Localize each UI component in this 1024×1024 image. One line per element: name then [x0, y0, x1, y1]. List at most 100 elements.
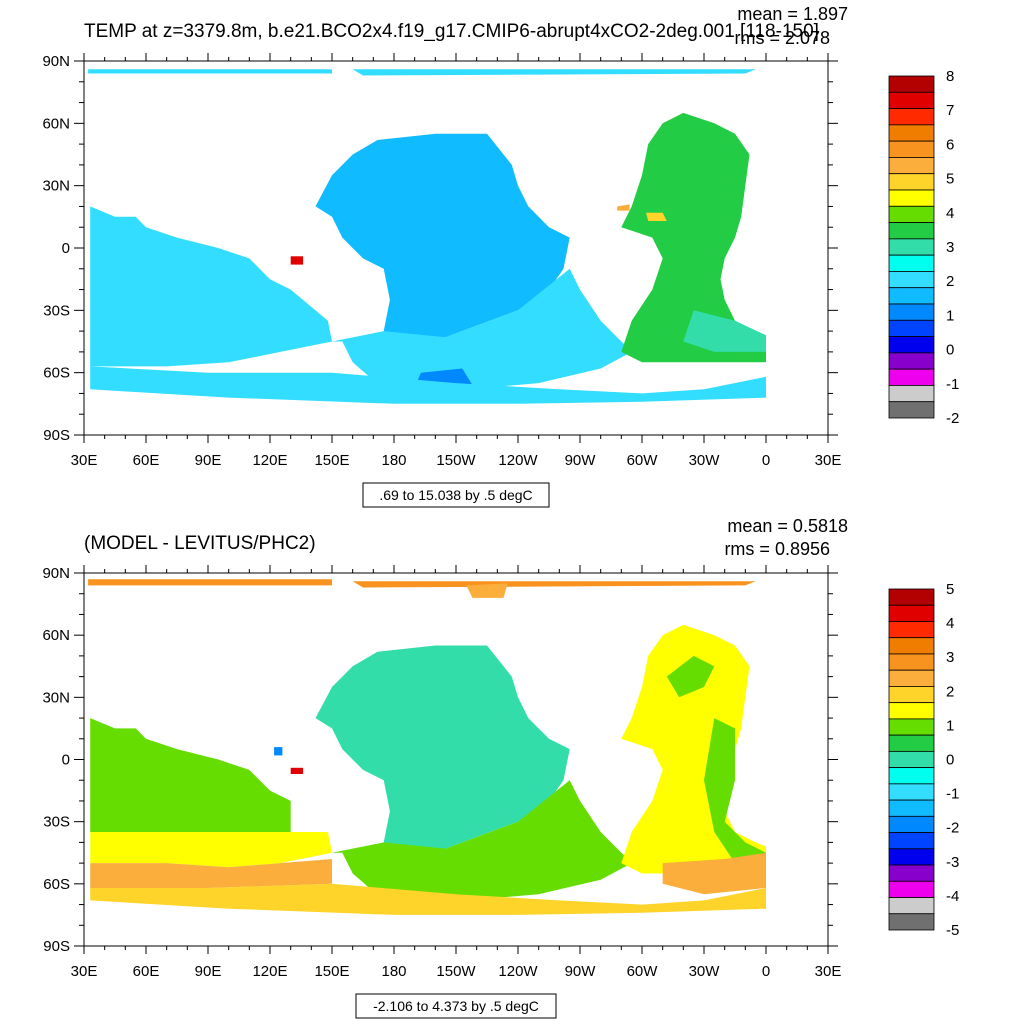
diff-rms: rms = 0.8956	[724, 539, 830, 559]
y-tick-label: 90S	[43, 427, 70, 444]
colorbar-swatch	[888, 222, 935, 240]
colorbar-swatch	[888, 368, 935, 386]
colorbar-swatch	[888, 271, 935, 289]
colorbar-swatch	[888, 75, 935, 93]
x-tick-label: 150W	[436, 963, 476, 980]
region-atlantic-green-2	[704, 718, 766, 874]
colorbar-label: 4	[946, 615, 954, 632]
temp-range-label: .69 to 15.038 by .5 degC	[379, 487, 532, 503]
diff-range-box	[355, 993, 557, 1019]
region-southern-ocean	[90, 859, 332, 888]
y-tick-label: 30S	[43, 302, 70, 319]
colorbar-swatch	[888, 254, 935, 272]
x-tick-label: 150W	[436, 452, 476, 469]
x-tick-label: 60W	[627, 452, 659, 469]
colorbar-swatch	[888, 750, 935, 769]
colorbar-swatch	[888, 124, 935, 142]
x-tick-label: 90W	[565, 963, 597, 980]
colorbar-swatch	[888, 718, 935, 736]
region-north-pacific	[315, 645, 570, 853]
colorbar-swatch	[888, 783, 935, 801]
y-tick-label: 60S	[43, 365, 70, 382]
region-arctic-band	[88, 579, 332, 586]
colorbar-swatch	[888, 767, 935, 785]
colorbar-swatch	[888, 91, 935, 109]
x-tick-label: 90W	[565, 452, 597, 469]
region-indian-ocean	[90, 718, 291, 832]
x-tick-label: 120W	[498, 452, 538, 469]
diff-title: (MODEL - LEVITUS/PHC2)	[84, 533, 316, 554]
diff-map: 30E 60E 90E 120E 150E 180 150W 120W 90W 60W 30W 0 30…	[42, 565, 841, 980]
x-tick-label: 60E	[133, 963, 160, 980]
region-red-spot	[290, 767, 304, 774]
diff-mean: mean = 0.5818	[727, 516, 848, 536]
colorbar-label: 0	[946, 752, 954, 769]
colorbar-swatch	[888, 401, 935, 419]
x-tick-label: 30E	[71, 452, 98, 469]
colorbar-label: 4	[946, 205, 954, 222]
colorbar-swatch	[888, 303, 935, 321]
colorbar-swatch	[888, 140, 935, 158]
diff-panel: (MODEL - LEVITUS/PHC2) mean = 0.5818 rms…	[42, 516, 959, 1019]
y-tick-label: 60S	[43, 876, 70, 893]
region-arctic-patch	[466, 583, 508, 598]
colorbar-swatch	[888, 897, 935, 915]
region-indian-ocean	[90, 206, 332, 367]
x-tick-label: 120E	[252, 452, 287, 469]
region-north-atlantic	[621, 112, 766, 363]
colorbar-swatch	[888, 880, 935, 898]
colorbar-label: 3	[946, 649, 954, 666]
region-southern-ocean-2	[90, 883, 766, 915]
colorbar-label: 3	[946, 239, 954, 256]
colorbar-swatch	[888, 173, 935, 191]
temp-range-box	[362, 482, 550, 508]
temp-colorbar: 8 7 6 5 4 3 2 1 0 -1 -2	[888, 68, 959, 427]
colorbar-label: 8	[946, 68, 954, 85]
y-tick-label: 90N	[42, 53, 70, 70]
diff-colorbar: 5 4 3 2 1 0 -1 -2 -3 -4 -5	[888, 581, 959, 939]
colorbar-swatch	[888, 832, 935, 850]
colorbar-swatch	[888, 686, 935, 704]
region-south-atlantic-cyan	[683, 310, 766, 352]
region-blue-spot	[274, 747, 283, 756]
colorbar-label: 0	[946, 342, 954, 359]
region-south-pacific	[332, 268, 632, 390]
y-tick-label: 0	[62, 240, 70, 257]
region-indian-south-yellow	[90, 832, 332, 868]
x-tick-label: 120W	[498, 963, 538, 980]
colorbar-label: -1	[946, 376, 959, 393]
x-tick-label: 30W	[689, 963, 721, 980]
colorbar-swatch	[888, 319, 935, 337]
region-yellow-spot	[646, 212, 667, 221]
region-red-spot	[290, 256, 304, 265]
x-tick-label: 0	[762, 963, 770, 980]
colorbar-swatch	[888, 352, 935, 370]
colorbar-swatch	[888, 734, 935, 752]
colorbar-swatch	[888, 157, 935, 175]
colorbar-label: 6	[946, 136, 954, 153]
colorbar-label: 5	[946, 581, 954, 598]
colorbar-label: 2	[946, 683, 954, 700]
colorbar-label: 1	[946, 717, 954, 734]
colorbar-swatch	[888, 621, 935, 639]
x-tick-label: 60E	[133, 452, 160, 469]
colorbar-swatch	[888, 848, 935, 866]
temp-title: TEMP at z=3379.8m, b.e21.BCO2x4.f19_g17.…	[84, 21, 819, 42]
colorbar-label: -2	[946, 410, 959, 427]
colorbar-swatch	[888, 238, 935, 256]
y-tick-label: 60N	[42, 115, 70, 132]
region-atlantic-green-1	[666, 655, 715, 698]
y-tick-label: 0	[62, 752, 70, 769]
colorbar-swatch	[888, 108, 935, 126]
y-tick-label: 30S	[43, 814, 70, 831]
colorbar-label: -3	[946, 854, 959, 871]
region-southern-orange	[662, 852, 766, 895]
region-arctic-band-2	[352, 69, 756, 76]
colorbar-swatch	[888, 604, 935, 622]
region-southern-ocean	[90, 366, 766, 404]
x-tick-label: 30W	[689, 452, 721, 469]
x-tick-label: 30E	[815, 452, 842, 469]
colorbar-swatch	[888, 189, 935, 207]
region-north-pacific	[315, 133, 570, 342]
